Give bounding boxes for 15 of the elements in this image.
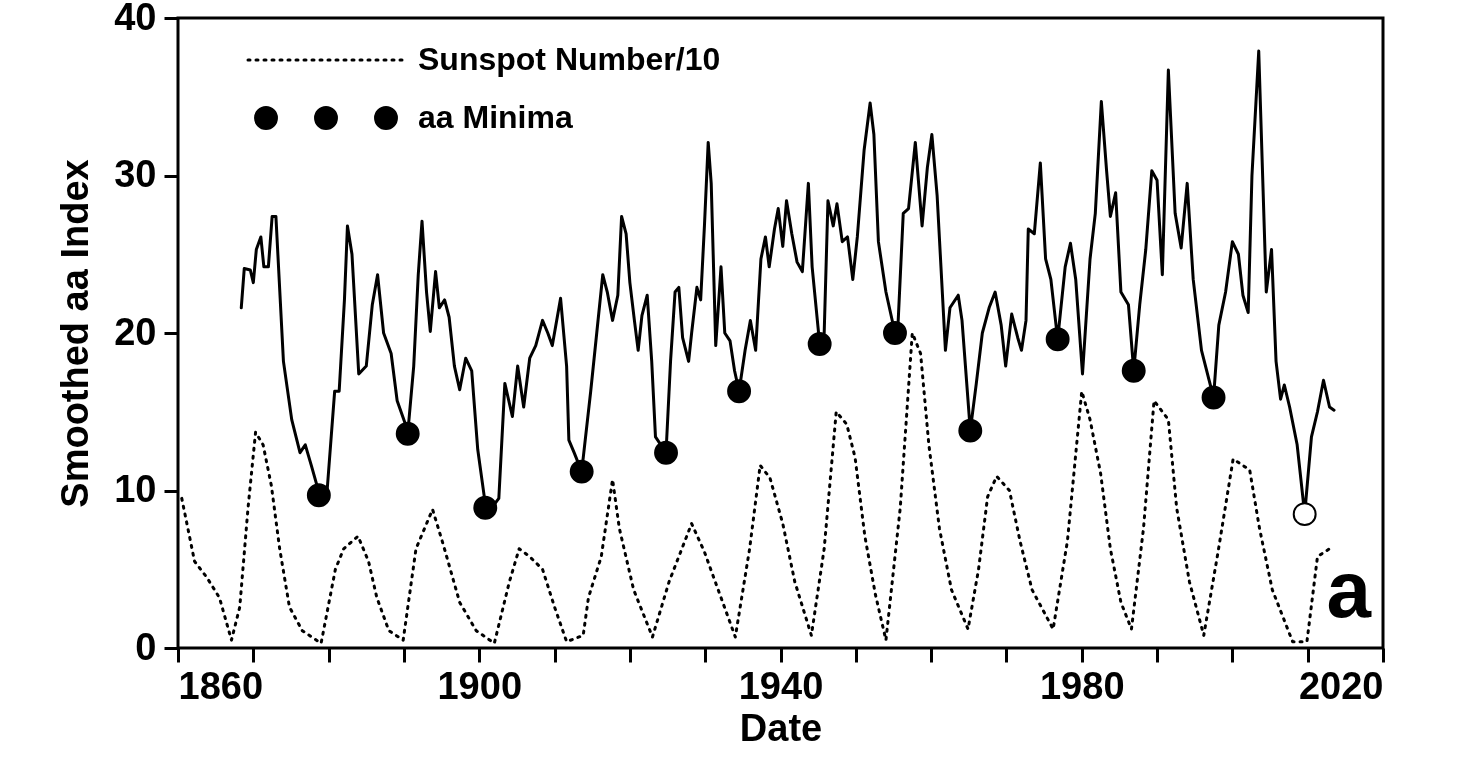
y-tick-label: 20 <box>114 310 157 353</box>
y-tick-label: 40 <box>114 0 157 38</box>
y-axis-title: Smoothed aa Index <box>54 159 97 508</box>
x-axis-title: Date <box>739 706 823 749</box>
annotation: a <box>1326 545 1372 634</box>
x-tick-label: 1900 <box>437 664 523 707</box>
x-tick-label: 1980 <box>1039 664 1125 707</box>
y-tick-label: 30 <box>114 153 157 195</box>
x-tick-label: 1860 <box>178 664 264 707</box>
x-tick-label: 1940 <box>738 664 824 707</box>
legend-label: Sunspot Number/10 <box>418 41 721 77</box>
y-tick-label: 10 <box>114 468 157 510</box>
x-tick-label: 2020 <box>1298 664 1384 707</box>
y-tick-label: 0 <box>135 625 157 668</box>
legend-label: aa Minima <box>418 99 573 135</box>
